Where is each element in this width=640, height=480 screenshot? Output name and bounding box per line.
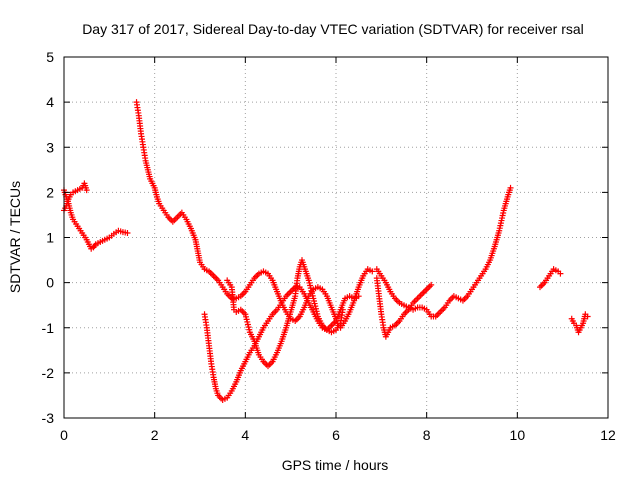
series-0 — [61, 99, 591, 403]
x-tick-label: 6 — [332, 427, 340, 443]
y-tick-label: -3 — [42, 410, 55, 426]
x-tick-label: 12 — [600, 427, 616, 443]
chart-title: Day 317 of 2017, Sidereal Day-to-day VTE… — [82, 21, 584, 37]
y-axis-label: SDTVAR / TECUs — [7, 181, 23, 293]
x-tick-label: 2 — [151, 427, 159, 443]
y-tick-label: 3 — [46, 139, 54, 155]
x-axis-label: GPS time / hours — [282, 457, 389, 473]
x-tick-label: 4 — [241, 427, 249, 443]
grid — [64, 57, 608, 418]
x-tick-label: 0 — [60, 427, 68, 443]
y-tick-label: -1 — [42, 320, 55, 336]
y-tick-label: 4 — [46, 94, 54, 110]
y-tick-label: -2 — [42, 365, 55, 381]
y-tick-label: 1 — [46, 230, 54, 246]
y-tick-label: 2 — [46, 184, 54, 200]
y-tick-label: 5 — [46, 49, 54, 65]
x-tick-label: 10 — [510, 427, 526, 443]
y-tick-label: 0 — [46, 275, 54, 291]
x-tick-label: 8 — [423, 427, 431, 443]
data-marks — [61, 99, 591, 403]
